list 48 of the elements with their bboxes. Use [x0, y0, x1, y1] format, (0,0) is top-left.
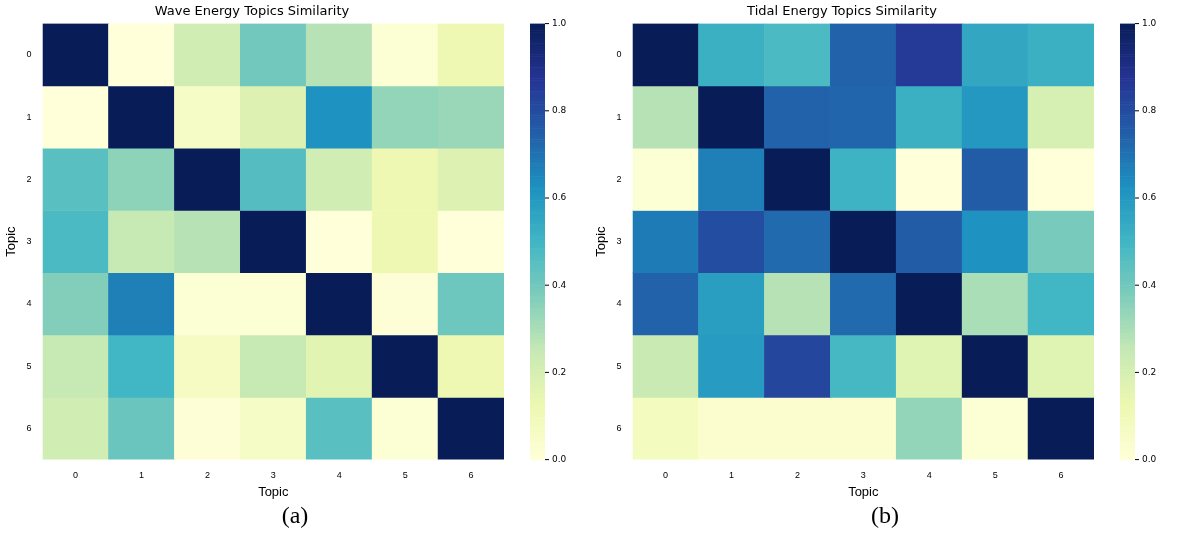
color-bar-label: 0.2	[552, 366, 567, 377]
color-bar-label: 0.8	[1142, 105, 1157, 116]
y-tick-label: 3	[26, 236, 32, 247]
x-tick-label: 2	[794, 470, 800, 481]
x-tick-label: 6	[468, 470, 474, 481]
color-bar-label: 0.8	[552, 105, 567, 116]
x-tick-label: 0	[73, 470, 79, 481]
y-tick-label: 6	[26, 422, 32, 433]
y-tick-label: 5	[26, 360, 32, 371]
color-bar-label: 0.4	[552, 279, 567, 290]
y-tick-label: 1	[616, 111, 622, 122]
color-bar-label: 1.0	[552, 17, 567, 28]
y-tick-label: 4	[26, 298, 32, 309]
x-tick-label: 4	[336, 470, 342, 481]
x-axis-title: Topic	[258, 483, 289, 499]
x-tick-label: 3	[270, 470, 276, 481]
x-tick-label: 3	[860, 470, 866, 481]
x-tick-label: 0	[663, 470, 669, 481]
y-tick-label: 1	[26, 111, 32, 122]
y-axis-title: Topic	[593, 225, 609, 257]
chart-title: Tidal Energy Topics Similarity	[746, 3, 938, 19]
color-bar-label: 0.0	[552, 453, 567, 464]
color-bar-label: 0.6	[1142, 192, 1157, 203]
y-tick-label: 2	[616, 173, 622, 184]
y-tick-label: 2	[26, 173, 32, 184]
y-tick-label: 0	[26, 49, 32, 60]
y-tick-label: 4	[616, 298, 622, 309]
chart-title: Wave Energy Topics Similarity	[154, 3, 350, 19]
x-tick-label: 4	[926, 470, 932, 481]
x-tick-label: 6	[1058, 470, 1064, 481]
color-bar-label: 0.2	[1142, 366, 1157, 377]
y-tick-label: 0	[616, 49, 622, 60]
y-axis-title: Topic	[3, 225, 19, 257]
y-tick-label: 6	[616, 422, 622, 433]
color-bar-label: 0.6	[552, 192, 567, 203]
x-tick-label: 5	[992, 470, 998, 481]
color-bar-label: 1.0	[1142, 17, 1157, 28]
y-tick-label: 5	[616, 360, 622, 371]
x-tick-label: 2	[204, 470, 210, 481]
x-tick-label: 1	[138, 470, 144, 481]
y-tick-label: 3	[616, 236, 622, 247]
color-bar-label: 0.0	[1142, 453, 1157, 464]
x-axis-title: Topic	[848, 483, 879, 499]
x-tick-label: 1	[728, 470, 734, 481]
text: (b)	[870, 502, 900, 529]
x-tick-label: 5	[402, 470, 408, 481]
text: (a)	[280, 502, 310, 529]
color-bar-label: 0.4	[1142, 279, 1157, 290]
